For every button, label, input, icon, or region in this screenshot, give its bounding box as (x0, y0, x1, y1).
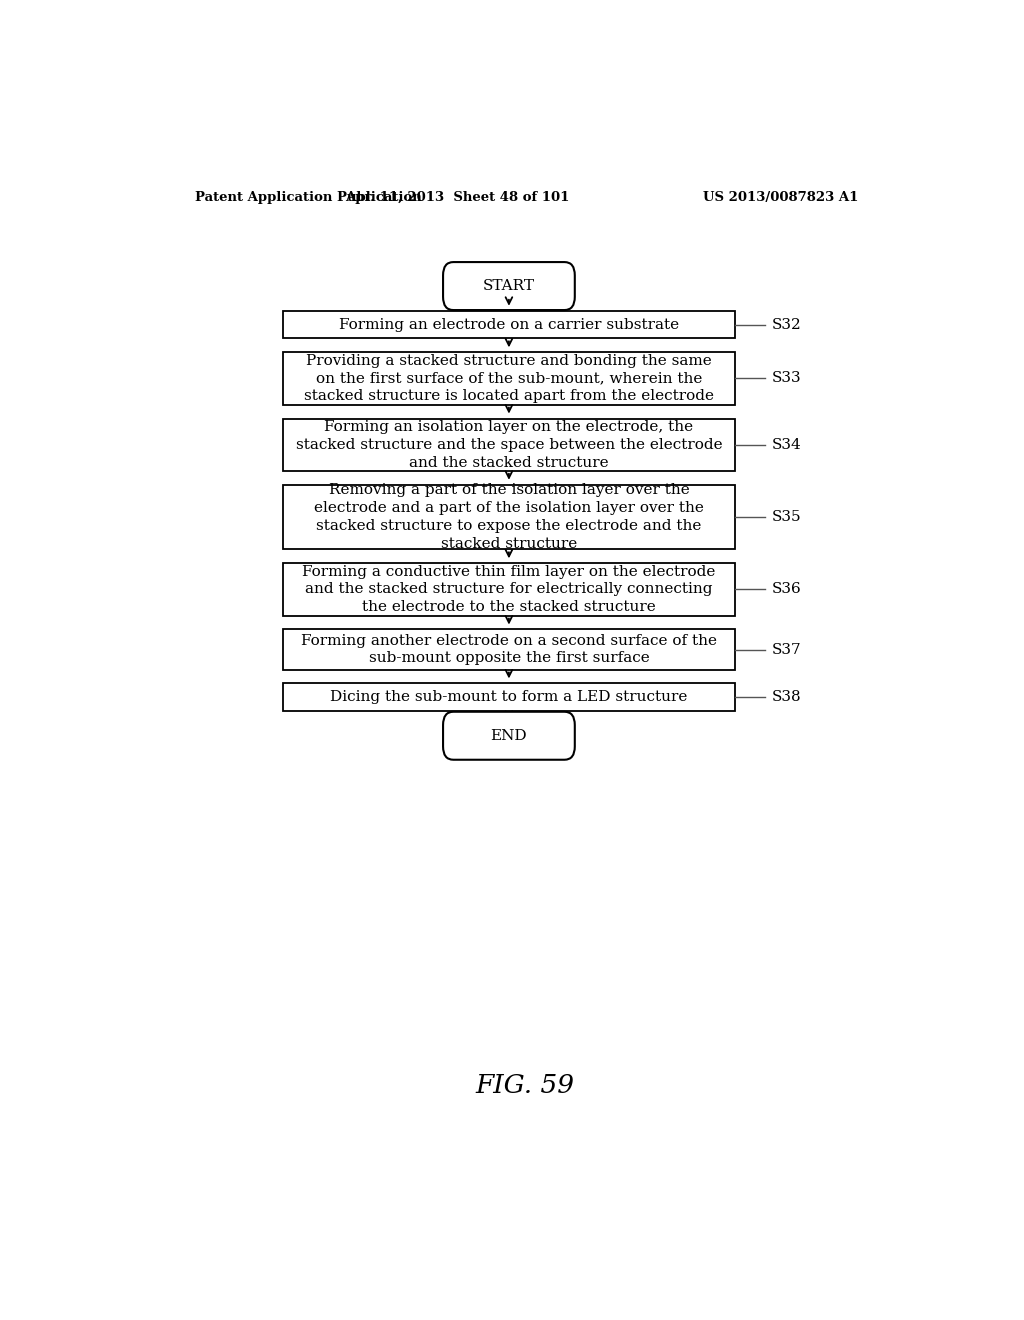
Text: Dicing the sub-mount to form a LED structure: Dicing the sub-mount to form a LED struc… (331, 690, 687, 705)
Text: Providing a stacked structure and bonding the same
on the first surface of the s: Providing a stacked structure and bondin… (304, 354, 714, 404)
Text: Forming an electrode on a carrier substrate: Forming an electrode on a carrier substr… (339, 318, 679, 331)
FancyBboxPatch shape (443, 711, 574, 760)
FancyBboxPatch shape (283, 684, 735, 711)
Text: US 2013/0087823 A1: US 2013/0087823 A1 (702, 190, 858, 203)
FancyBboxPatch shape (443, 263, 574, 310)
Text: S37: S37 (772, 643, 801, 656)
Text: S32: S32 (772, 318, 802, 331)
FancyBboxPatch shape (283, 418, 735, 471)
FancyBboxPatch shape (283, 484, 735, 549)
FancyBboxPatch shape (283, 630, 735, 669)
Text: S35: S35 (772, 510, 801, 524)
Text: Forming another electrode on a second surface of the
sub-mount opposite the firs: Forming another electrode on a second su… (301, 634, 717, 665)
Text: START: START (483, 279, 535, 293)
FancyBboxPatch shape (283, 310, 735, 338)
Text: Patent Application Publication: Patent Application Publication (196, 190, 422, 203)
Text: END: END (490, 729, 527, 743)
Text: Forming a conductive thin film layer on the electrode
and the stacked structure : Forming a conductive thin film layer on … (302, 565, 716, 614)
FancyBboxPatch shape (283, 564, 735, 615)
Text: S33: S33 (772, 371, 801, 385)
Text: Forming an isolation layer on the electrode, the
stacked structure and the space: Forming an isolation layer on the electr… (296, 420, 722, 470)
Text: Apr. 11, 2013  Sheet 48 of 101: Apr. 11, 2013 Sheet 48 of 101 (345, 190, 569, 203)
Text: S34: S34 (772, 438, 802, 451)
FancyBboxPatch shape (283, 352, 735, 405)
Text: FIG. 59: FIG. 59 (475, 1073, 574, 1098)
Text: Removing a part of the isolation layer over the
electrode and a part of the isol: Removing a part of the isolation layer o… (314, 483, 703, 550)
Text: S36: S36 (772, 582, 802, 597)
Text: S38: S38 (772, 690, 801, 705)
